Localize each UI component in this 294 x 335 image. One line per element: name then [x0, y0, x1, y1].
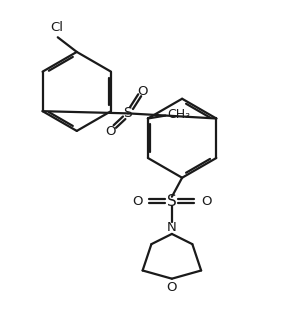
Text: O: O	[167, 281, 177, 294]
Text: N: N	[167, 221, 177, 234]
Text: Cl: Cl	[50, 21, 63, 34]
Text: CH₃: CH₃	[167, 109, 190, 122]
Text: O: O	[201, 195, 212, 208]
Text: O: O	[132, 195, 143, 208]
Text: S: S	[123, 107, 132, 120]
Text: O: O	[137, 85, 148, 98]
Text: S: S	[167, 194, 177, 209]
Text: O: O	[105, 125, 116, 138]
